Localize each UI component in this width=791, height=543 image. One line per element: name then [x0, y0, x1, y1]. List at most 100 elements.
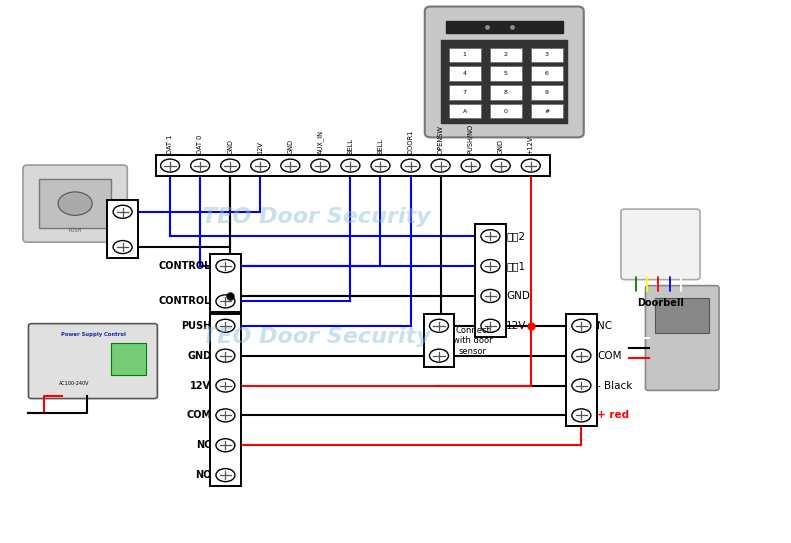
Circle shape	[430, 349, 448, 362]
Bar	[448, 66, 481, 81]
Circle shape	[113, 241, 132, 254]
Bar	[441, 40, 567, 123]
Circle shape	[491, 159, 510, 172]
Bar	[108, 200, 138, 258]
Bar	[446, 21, 563, 33]
Text: NC: NC	[196, 440, 211, 450]
Text: 7: 7	[463, 90, 467, 95]
Text: 1: 1	[463, 53, 467, 58]
Text: Doorbell: Doorbell	[637, 298, 684, 307]
Bar	[448, 104, 481, 118]
Circle shape	[161, 159, 180, 172]
Text: BELL: BELL	[347, 138, 354, 154]
Text: 12V: 12V	[190, 381, 211, 390]
Text: 8: 8	[504, 90, 508, 95]
Text: TEO Door Security: TEO Door Security	[202, 327, 431, 346]
Bar	[39, 179, 112, 229]
Circle shape	[216, 295, 235, 308]
Bar	[531, 48, 562, 62]
Text: 9: 9	[545, 90, 549, 95]
Bar	[448, 48, 481, 62]
FancyBboxPatch shape	[23, 165, 127, 242]
FancyBboxPatch shape	[621, 209, 700, 280]
Text: PUSH: PUSH	[181, 321, 211, 331]
Bar	[490, 104, 522, 118]
Text: 3: 3	[545, 53, 549, 58]
Text: DAT 1: DAT 1	[167, 135, 173, 154]
Text: AUX_IN: AUX_IN	[317, 130, 324, 154]
Text: 5: 5	[504, 71, 508, 76]
Text: AC100-240V: AC100-240V	[59, 381, 90, 386]
Bar	[475, 224, 505, 337]
Text: COM: COM	[597, 351, 622, 361]
Text: 信号1: 信号1	[506, 261, 525, 271]
Text: GND: GND	[287, 138, 293, 154]
Circle shape	[430, 319, 448, 332]
Text: DOOR1: DOOR1	[407, 129, 414, 154]
Text: 12V: 12V	[257, 141, 263, 154]
Circle shape	[311, 159, 330, 172]
Text: 2: 2	[504, 53, 508, 58]
Circle shape	[221, 159, 240, 172]
Text: CONTROL: CONTROL	[159, 261, 211, 271]
Text: + red: + red	[597, 411, 630, 420]
Text: BELL: BELL	[377, 138, 384, 154]
Circle shape	[461, 159, 480, 172]
Text: 4: 4	[463, 71, 467, 76]
Text: CONTROL: CONTROL	[159, 296, 211, 306]
Bar	[448, 85, 481, 100]
Text: #: #	[544, 109, 549, 113]
FancyBboxPatch shape	[28, 324, 157, 399]
Bar	[112, 344, 146, 375]
Bar	[655, 298, 710, 333]
Bar	[490, 66, 522, 81]
Text: Connect
with door
sensor: Connect with door sensor	[453, 326, 493, 356]
Text: GND: GND	[498, 138, 504, 154]
Circle shape	[216, 260, 235, 273]
Circle shape	[572, 319, 591, 332]
Circle shape	[481, 289, 500, 302]
Text: PUSH: PUSH	[69, 228, 81, 233]
Circle shape	[401, 159, 420, 172]
Bar	[490, 48, 522, 62]
Bar	[531, 104, 562, 118]
Bar	[531, 66, 562, 81]
Text: 6: 6	[545, 71, 549, 76]
Circle shape	[431, 159, 450, 172]
Circle shape	[481, 319, 500, 332]
Text: GND: GND	[187, 351, 211, 361]
Circle shape	[251, 159, 270, 172]
Text: 信号2: 信号2	[506, 231, 525, 241]
Circle shape	[281, 159, 300, 172]
Text: 12V: 12V	[506, 321, 527, 331]
Circle shape	[341, 159, 360, 172]
Text: A: A	[463, 109, 467, 113]
Circle shape	[58, 192, 93, 216]
Circle shape	[572, 409, 591, 422]
Text: OPENSW: OPENSW	[437, 125, 444, 154]
Bar	[531, 85, 562, 100]
FancyBboxPatch shape	[645, 286, 719, 390]
FancyBboxPatch shape	[425, 7, 584, 137]
Bar	[210, 254, 240, 312]
Text: DAT 0: DAT 0	[197, 134, 203, 154]
Circle shape	[572, 349, 591, 362]
Text: COM: COM	[186, 411, 211, 420]
Text: - Black: - Black	[597, 381, 633, 390]
Text: TEO Door Security: TEO Door Security	[202, 207, 431, 227]
Circle shape	[216, 349, 235, 362]
Circle shape	[216, 439, 235, 452]
Text: +12V: +12V	[528, 135, 534, 154]
Text: GND: GND	[506, 291, 530, 301]
Bar	[210, 314, 240, 486]
Circle shape	[191, 159, 210, 172]
Text: Power Supply Control: Power Supply Control	[60, 332, 126, 337]
Circle shape	[216, 379, 235, 392]
Text: PUSH/NO: PUSH/NO	[467, 123, 474, 154]
Circle shape	[216, 409, 235, 422]
Text: NC: NC	[597, 321, 612, 331]
Bar	[156, 155, 550, 176]
Bar	[424, 314, 454, 367]
Circle shape	[481, 260, 500, 273]
Bar	[490, 85, 522, 100]
